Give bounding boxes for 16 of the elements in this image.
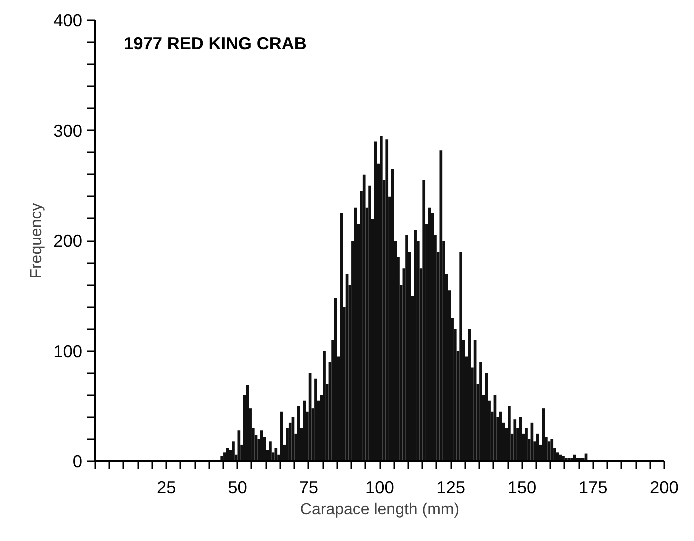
x-tick-label: 150 xyxy=(508,478,537,498)
x-tick-label: 50 xyxy=(228,478,248,498)
y-tick-label: 200 xyxy=(54,231,83,251)
x-axis-title: Carapace length (mm) xyxy=(300,502,460,518)
y-tick-label: 300 xyxy=(54,120,83,141)
x-tick-label: 100 xyxy=(366,478,394,498)
y-tick-label: 400 xyxy=(54,10,83,30)
y-axis-title: Frequency xyxy=(28,203,46,279)
y-tick-label: 0 xyxy=(72,452,83,472)
x-tick-label: 125 xyxy=(436,478,466,498)
x-tick-label: 75 xyxy=(299,478,319,498)
x-tick-label: 200 xyxy=(650,478,679,498)
y-tick-label: 100 xyxy=(54,341,83,362)
text: 1977 RED KING CRAB xyxy=(124,34,307,54)
x-tick-label: 25 xyxy=(156,478,176,498)
x-tick-label: 175 xyxy=(578,478,608,498)
